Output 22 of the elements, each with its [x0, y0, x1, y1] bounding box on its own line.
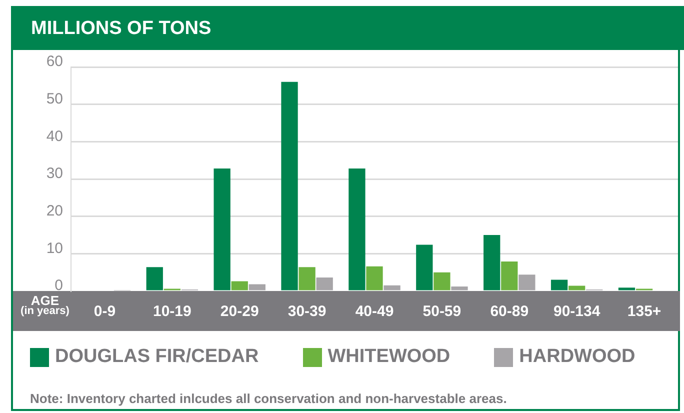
x-tick-label: 20-29 [220, 303, 259, 320]
chart-title: MILLIONS OF TONS [11, 6, 684, 50]
x-tick-label: 90-134 [553, 303, 601, 320]
x-tick-label: 0-9 [94, 303, 116, 320]
x-tick-label: 60-89 [490, 303, 529, 320]
y-tick-label: 0 [54, 277, 63, 294]
y-tick-label: 10 [46, 240, 63, 257]
y-tick-label: 50 [46, 90, 63, 108]
y-tick-label: 20 [46, 202, 63, 220]
x-tick-label: 30-39 [288, 303, 326, 320]
x-tick-label: 40-49 [355, 303, 394, 320]
legend-label: HARDWOOD [519, 346, 636, 368]
y-tick-label: 60 [46, 53, 63, 70]
x-tick-label: 50-59 [422, 303, 462, 320]
text: Note: Inventory charted inlcudes all conservation and non-harvestable areas. [30, 391, 507, 406]
x-tick-label: 135+ [627, 303, 662, 320]
x-axis-title: AGE (in years) [20, 293, 70, 317]
legend-label: WHITEWOOD [328, 346, 450, 368]
y-tick-label: 30 [46, 165, 63, 182]
legend-label: DOUGLAS FIR/CEDAR [55, 346, 259, 368]
x-tick-label: 10-19 [152, 303, 192, 320]
y-tick-label: 40 [46, 128, 63, 145]
